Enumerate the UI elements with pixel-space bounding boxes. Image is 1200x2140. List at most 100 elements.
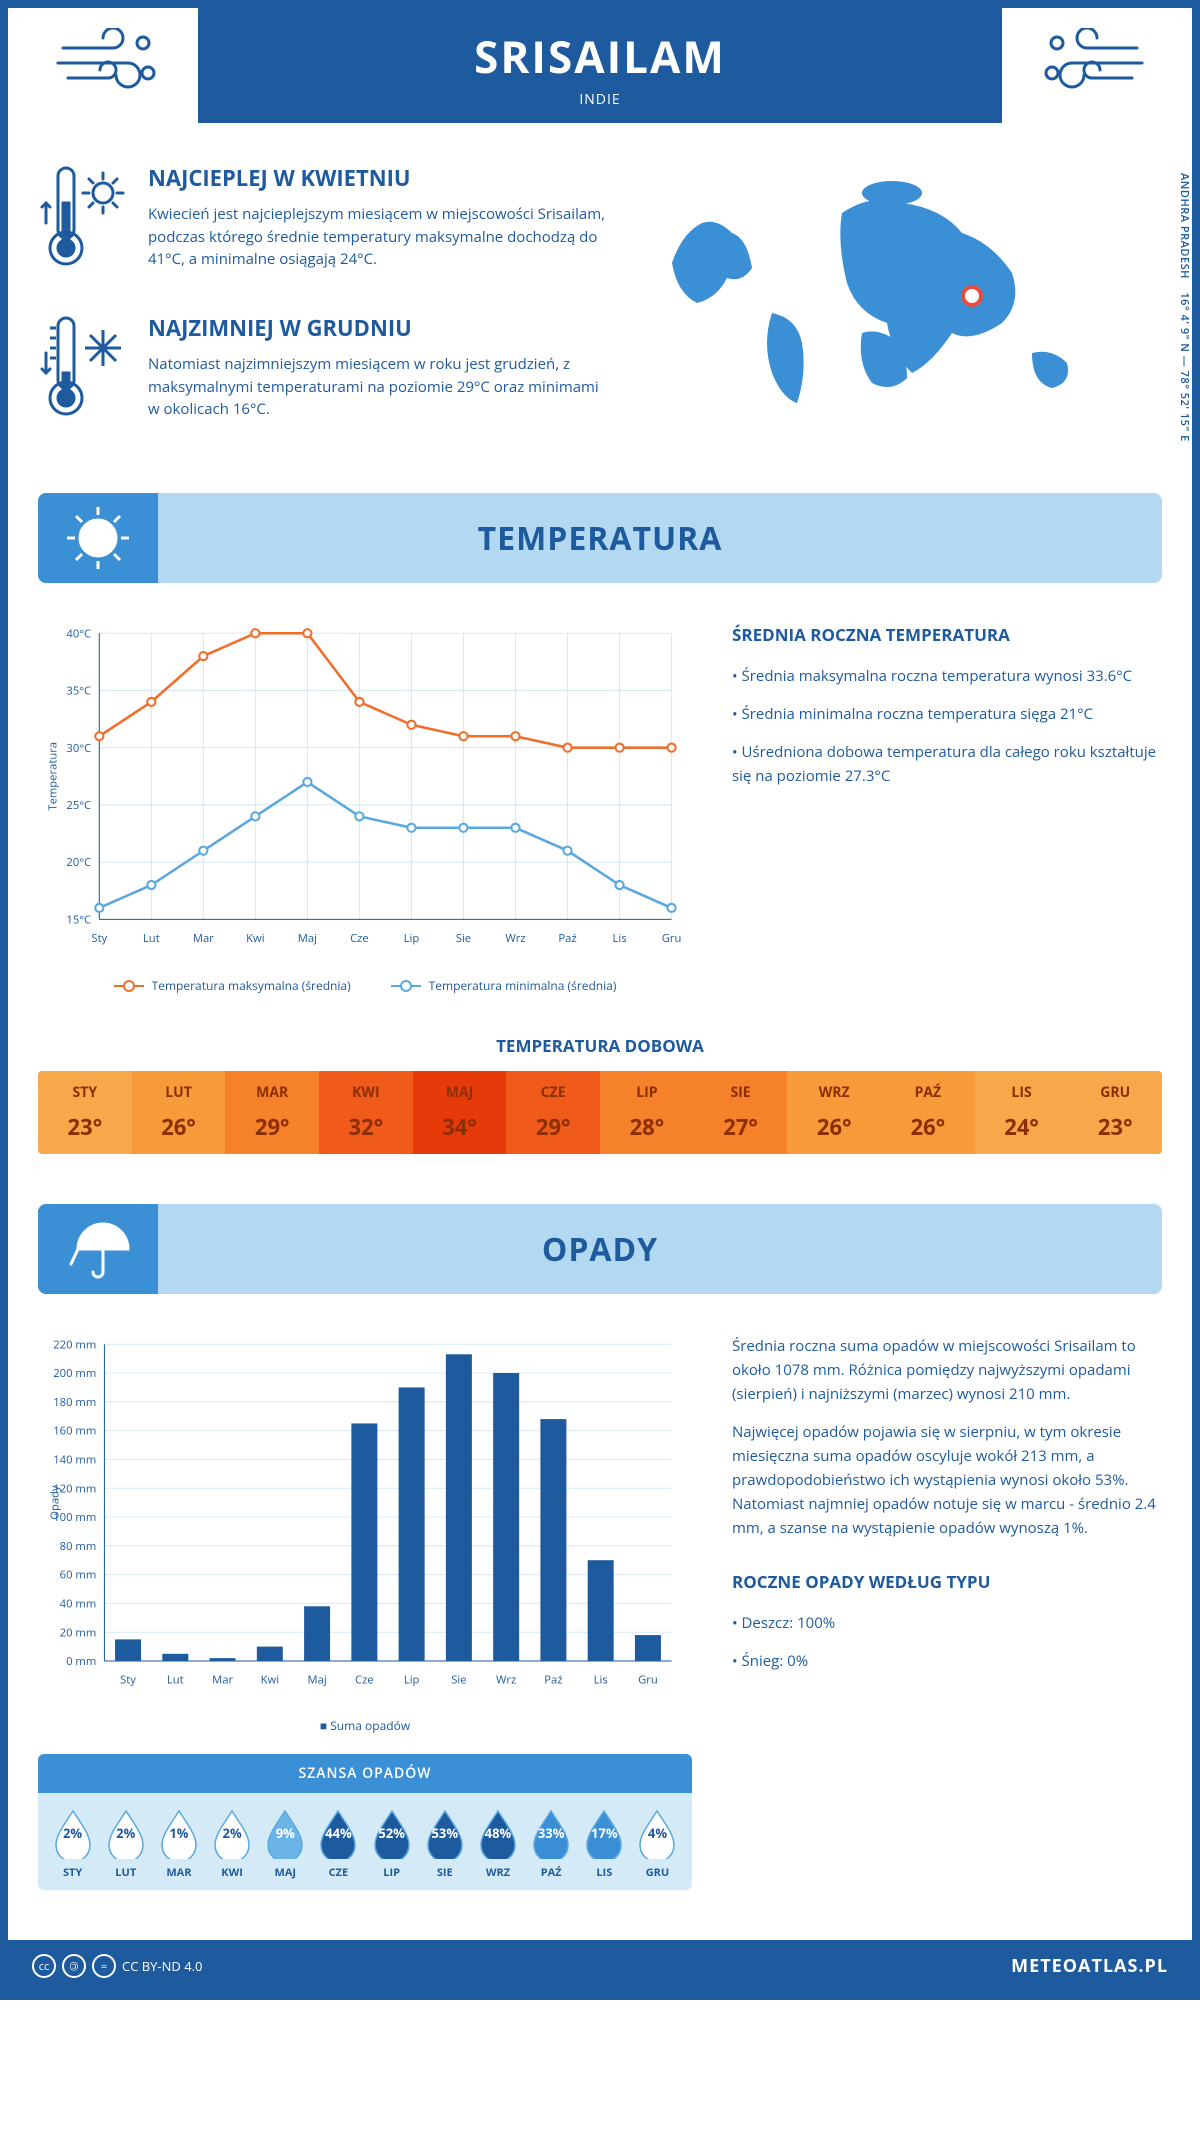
svg-text:Lis: Lis — [613, 931, 627, 946]
raindrop-icon: 2% — [211, 1807, 253, 1859]
svg-text:Sie: Sie — [451, 1673, 466, 1688]
rain-text: Najwięcej opadów pojawia się w sierpniu,… — [732, 1420, 1162, 1540]
svg-text:Maj: Maj — [298, 931, 317, 946]
raindrop-icon: 48% — [477, 1807, 519, 1859]
svg-text:Gru: Gru — [638, 1673, 658, 1688]
side-item: • Średnia maksymalna roczna temperatura … — [732, 664, 1162, 688]
svg-text:220 mm: 220 mm — [53, 1338, 96, 1353]
fact-hot-title: NAJCIEPLEJ W KWIETNIU — [148, 163, 612, 193]
section-title: OPADY — [542, 1228, 658, 1271]
rain-type-item: • Deszcz: 100% — [732, 1611, 1162, 1635]
svg-text:Sty: Sty — [91, 931, 107, 946]
svg-text:140 mm: 140 mm — [53, 1453, 96, 1468]
fact-cold-title: NAJZIMNIEJ W GRUDNIU — [148, 313, 612, 343]
svg-text:Sie: Sie — [456, 931, 471, 946]
rain-chance-cell: 53% SIE — [418, 1807, 471, 1880]
svg-text:180 mm: 180 mm — [53, 1395, 96, 1410]
svg-text:Sty: Sty — [120, 1673, 136, 1688]
bar-legend: Suma opadów — [38, 1717, 692, 1734]
heat-cell: LIS24° — [975, 1071, 1069, 1154]
rain-text: Średnia roczna suma opadów w miejscowośc… — [732, 1334, 1162, 1406]
rain-chance-cell: 2% LUT — [99, 1807, 152, 1880]
wind-icon — [38, 8, 178, 108]
raindrop-icon: 44% — [317, 1807, 359, 1859]
svg-text:20 mm: 20 mm — [60, 1626, 97, 1641]
raindrop-icon: 2% — [105, 1807, 147, 1859]
svg-text:Wrz: Wrz — [505, 931, 525, 946]
heat-cell: SIE27° — [694, 1071, 788, 1154]
fact-hot: NAJCIEPLEJ W KWIETNIU Kwiecień jest najc… — [38, 163, 612, 278]
world-map — [642, 163, 1122, 423]
fact-hot-text: Kwiecień jest najcieplejszym miesiącem w… — [148, 203, 612, 271]
daily-temp-table: STY23°LUT26°MAR29°KWI32°MAJ34°CZE29°LIP2… — [38, 1071, 1162, 1154]
brand: METEOATLAS.PL — [1011, 1954, 1168, 1978]
svg-text:Kwi: Kwi — [246, 931, 264, 946]
rain-chance-row: 2% STY 2% LUT 1% MAR 2% KWI 9% MAJ 44% C… — [38, 1793, 692, 1890]
raindrop-icon: 52% — [371, 1807, 413, 1859]
heat-cell: WRZ26° — [787, 1071, 881, 1154]
heat-cell: CZE29° — [506, 1071, 600, 1154]
svg-text:30°C: 30°C — [66, 741, 91, 756]
section-header-temperature: TEMPERATURA — [38, 493, 1162, 583]
svg-text:80 mm: 80 mm — [60, 1539, 97, 1554]
svg-text:Wrz: Wrz — [496, 1673, 516, 1688]
svg-text:25°C: 25°C — [66, 798, 91, 813]
raindrop-icon: 17% — [583, 1807, 625, 1859]
precipitation-bar-chart: 0 mm20 mm40 mm60 mm80 mm100 mm120 mm140 … — [38, 1334, 692, 1734]
heat-cell: STY23° — [38, 1071, 132, 1154]
svg-text:Gru: Gru — [662, 931, 682, 946]
rain-type-item: • Śnieg: 0% — [732, 1649, 1162, 1673]
svg-text:0 mm: 0 mm — [66, 1654, 96, 1669]
footer: cc 🄯 = CC BY-ND 4.0 METEOATLAS.PL — [8, 1940, 1192, 1992]
rain-chance-cell: 17% LIS — [578, 1807, 631, 1880]
svg-text:35°C: 35°C — [66, 684, 91, 699]
rain-chance-cell: 2% STY — [46, 1807, 99, 1880]
chart-legend: Temperatura maksymalna (średnia) Tempera… — [38, 977, 692, 994]
svg-text:15°C: 15°C — [66, 912, 91, 927]
rain-chance-cell: 52% LIP — [365, 1807, 418, 1880]
title-banner: SRISAILAM INDIE — [198, 8, 1002, 123]
wind-icon — [1022, 8, 1162, 108]
svg-text:160 mm: 160 mm — [53, 1424, 96, 1439]
temperature-line-chart: 15°C20°C25°C30°C35°C40°CStyLutMarKwiMajC… — [38, 623, 692, 994]
sun-icon — [38, 493, 158, 583]
location-pin-icon — [961, 285, 983, 307]
raindrop-icon: 33% — [530, 1807, 572, 1859]
raindrop-icon: 2% — [52, 1807, 94, 1859]
heat-cell: MAR29° — [225, 1071, 319, 1154]
svg-text:Paź: Paź — [558, 931, 576, 946]
raindrop-icon: 4% — [636, 1807, 678, 1859]
svg-text:Mar: Mar — [193, 931, 214, 946]
svg-text:Cze: Cze — [355, 1673, 374, 1688]
svg-text:40 mm: 40 mm — [60, 1597, 97, 1612]
rain-chance-cell: 33% PAŹ — [525, 1807, 578, 1880]
svg-text:Maj: Maj — [308, 1673, 327, 1688]
thermometer-hot-icon — [38, 163, 128, 278]
nd-icon: = — [92, 1954, 116, 1978]
heat-cell: MAJ34° — [413, 1071, 507, 1154]
svg-text:Opady: Opady — [47, 1485, 62, 1520]
thermometer-cold-icon — [38, 313, 128, 428]
raindrop-icon: 1% — [158, 1807, 200, 1859]
raindrop-icon: 53% — [424, 1807, 466, 1859]
rain-chance-cell: 1% MAR — [152, 1807, 205, 1880]
side-item: • Uśredniona dobowa temperatura dla całe… — [732, 740, 1162, 788]
fact-cold-text: Natomiast najzimniejszym miesiącem w rok… — [148, 353, 612, 421]
daily-temp-title: TEMPERATURA DOBOWA — [38, 1034, 1162, 1057]
rain-chance-cell: 48% WRZ — [471, 1807, 524, 1880]
section-header-precipitation: OPADY — [38, 1204, 1162, 1294]
rain-chance-cell: 44% CZE — [312, 1807, 365, 1880]
heat-cell: LIP28° — [600, 1071, 694, 1154]
svg-text:Temperatura: Temperatura — [45, 742, 60, 811]
heat-cell: LUT26° — [132, 1071, 226, 1154]
raindrop-icon: 9% — [264, 1807, 306, 1859]
svg-text:20°C: 20°C — [66, 855, 91, 870]
rain-chance-cell: 9% MAJ — [259, 1807, 312, 1880]
svg-text:Paź: Paź — [544, 1673, 562, 1688]
city-name: SRISAILAM — [218, 26, 982, 86]
umbrella-icon — [38, 1204, 158, 1294]
country-name: INDIE — [218, 90, 982, 109]
rain-chance-title: SZANSA OPADÓW — [38, 1754, 692, 1793]
heat-cell: KWI32° — [319, 1071, 413, 1154]
svg-text:Lut: Lut — [143, 931, 160, 946]
